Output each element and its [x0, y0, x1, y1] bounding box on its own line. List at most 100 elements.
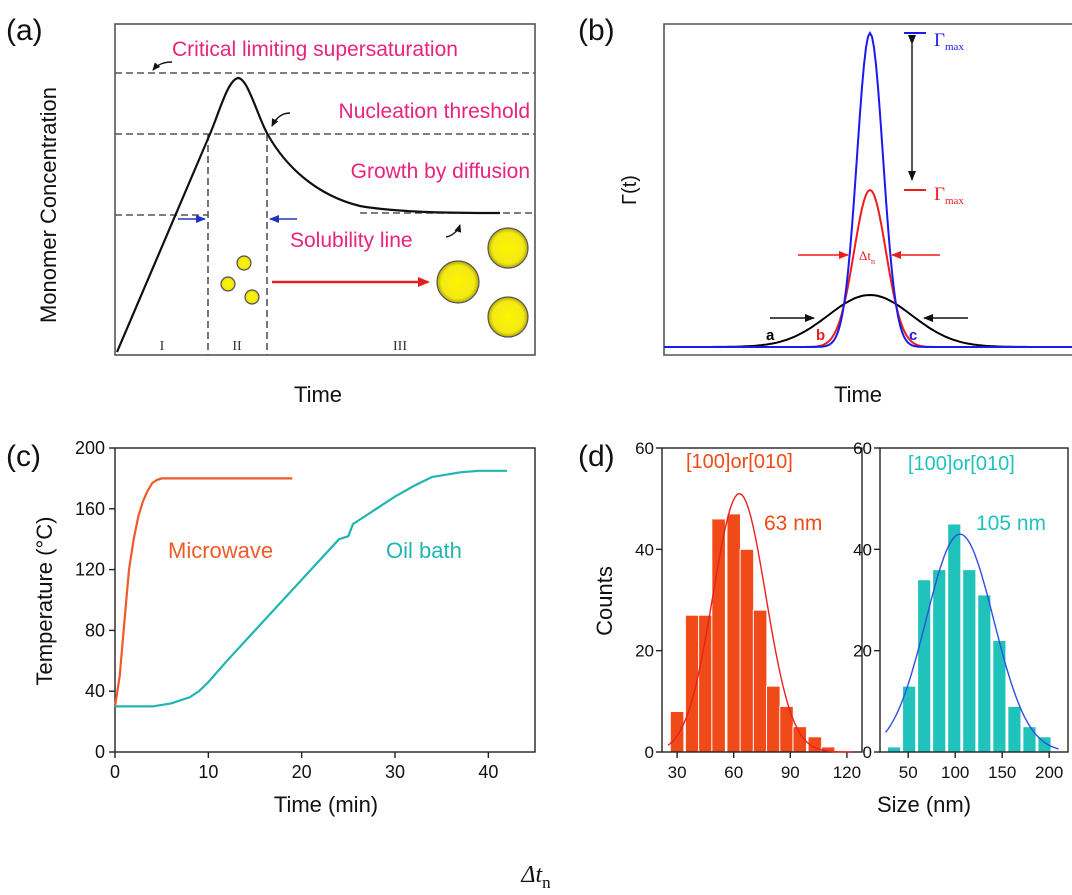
- histogram-left-annotation: 63 nm: [764, 512, 822, 535]
- x-tick-label: 30: [668, 763, 687, 782]
- histogram-right-axes: 50 100 150 200 0 20 40 60: [853, 439, 1069, 782]
- panel-c-axes: 0 10 20 30 40 0 40 80 120 160 200: [75, 438, 536, 782]
- panel-c-ylabel: Temperature (°C): [32, 517, 57, 686]
- y-tick-label: 160: [75, 499, 105, 519]
- y-tick-label: 40: [85, 681, 105, 701]
- figure-caption: Δtn: [520, 862, 551, 892]
- microwave-series-line: [113, 477, 293, 707]
- panel-c: (c) Temperature (°C) Time (min) 0 10 20 30 4…: [6, 438, 536, 817]
- callout-arrow-solubility: [445, 224, 462, 238]
- stage-label-2: II: [232, 339, 242, 354]
- panel-d-ylabel: Counts: [592, 566, 617, 636]
- nucleus-particle: [244, 289, 260, 305]
- y-tick-label: 0: [863, 743, 872, 762]
- panel-d-xlabel: Size (nm): [877, 792, 971, 817]
- panel-a-xlabel: Time: [294, 382, 342, 407]
- panel-c-frame: [114, 447, 536, 753]
- panel-a-label: (a): [6, 14, 43, 47]
- x-tick-label: 200: [1035, 763, 1063, 782]
- gamma-max-label-c: Γmax: [934, 30, 964, 53]
- concentration-curve: [115, 76, 501, 353]
- oil-bath-series-label: Oil bath: [386, 538, 462, 563]
- y-tick-label: 40: [853, 540, 872, 559]
- histogram-bar: [1007, 705, 1022, 753]
- stage-labels: I II III: [160, 339, 408, 354]
- histogram-bar: [947, 523, 962, 753]
- gamma-curve-b: [664, 188, 1072, 348]
- histogram-bar: [932, 569, 947, 753]
- stage-label-1: I: [160, 339, 165, 354]
- stage-label-3: III: [393, 339, 407, 354]
- grown-particle: [487, 296, 529, 338]
- x-tick-label: 0: [110, 762, 120, 782]
- curve-label-c: c: [909, 327, 917, 344]
- histogram-bar: [752, 609, 768, 753]
- histogram-left-title: [100]or[010]: [686, 451, 793, 473]
- panel-a: (a) Monomer Concentration Time Critical …: [6, 14, 536, 407]
- curve-label-b: b: [816, 327, 825, 344]
- panel-b-label: (b): [578, 14, 615, 47]
- y-tick-label: 120: [75, 560, 105, 580]
- grown-particle: [436, 260, 480, 304]
- panel-b-ylabel: Γ(t): [619, 175, 641, 205]
- panel-b-frame: [663, 23, 1072, 356]
- y-tick-label: 200: [75, 438, 105, 458]
- histogram-bar: [726, 513, 741, 753]
- x-tick-label: 120: [833, 763, 861, 782]
- panel-b: (b) Γ(t) Time Γmax Γmax Δtn a b c: [578, 14, 1072, 407]
- x-tick-label: 150: [988, 763, 1016, 782]
- oil-bath-series-line: [115, 469, 507, 708]
- histogram-left-axes: 30 60 90 120 0 20 40 60: [635, 439, 863, 782]
- histogram-bar: [766, 685, 781, 753]
- histogram-left-bars: [669, 513, 836, 753]
- width-label: Δtn: [859, 248, 875, 266]
- histogram-frame: [879, 447, 1069, 753]
- x-tick-label: 50: [899, 763, 918, 782]
- particles: [220, 227, 529, 338]
- histogram-bar: [917, 579, 932, 753]
- x-tick-label: 90: [781, 763, 800, 782]
- y-tick-label: 60: [635, 439, 654, 458]
- panel-a-annotations: Critical limiting supersaturation Nuclea…: [172, 38, 530, 252]
- annotation-critical: Critical limiting supersaturation: [172, 38, 458, 61]
- histogram-right-title: [100]or[010]: [908, 453, 1015, 475]
- panel-a-frame: [114, 23, 536, 356]
- callout-arrow-nucleation: [271, 112, 291, 127]
- y-tick-label: 80: [85, 620, 105, 640]
- x-tick-label: 40: [478, 762, 498, 782]
- annotation-growth: Growth by diffusion: [351, 160, 530, 183]
- histogram-bar: [977, 594, 992, 753]
- gamma-max-label-b: Γmax: [934, 184, 964, 207]
- y-tick-label: 40: [635, 540, 654, 559]
- nucleus-particle: [220, 276, 236, 292]
- histogram-bar: [711, 518, 726, 753]
- panel-d-label: (d): [578, 440, 615, 473]
- panel-a-guide-lines: [115, 72, 535, 355]
- panel-c-label: (c): [6, 440, 41, 473]
- x-tick-label: 10: [198, 762, 218, 782]
- x-tick-label: 100: [941, 763, 969, 782]
- histogram-bar: [887, 746, 902, 753]
- histogram-bar: [739, 548, 755, 753]
- y-tick-label: 0: [95, 742, 105, 762]
- gamma-curve-c: [664, 30, 1072, 348]
- annotation-nucleation: Nucleation threshold: [339, 100, 530, 123]
- histogram-left-fit-curve: [667, 492, 852, 753]
- histogram-frame: [661, 447, 863, 753]
- x-tick-label: 30: [385, 762, 405, 782]
- histogram-right-annotation: 105 nm: [976, 512, 1046, 535]
- curve-label-a: a: [766, 327, 775, 344]
- y-tick-label: 20: [635, 642, 654, 661]
- annotation-solubility: Solubility line: [290, 229, 413, 252]
- histogram-right-fit-curve: [885, 533, 1059, 750]
- y-tick-label: 0: [645, 743, 654, 762]
- histogram-bar: [669, 710, 685, 753]
- y-tick-label: 60: [853, 439, 872, 458]
- x-tick-label: 60: [724, 763, 743, 782]
- microwave-series-label: Microwave: [168, 538, 273, 563]
- gamma-curve-a: [664, 293, 1072, 348]
- panel-c-xlabel: Time (min): [274, 792, 378, 817]
- nucleus-particle: [236, 255, 252, 271]
